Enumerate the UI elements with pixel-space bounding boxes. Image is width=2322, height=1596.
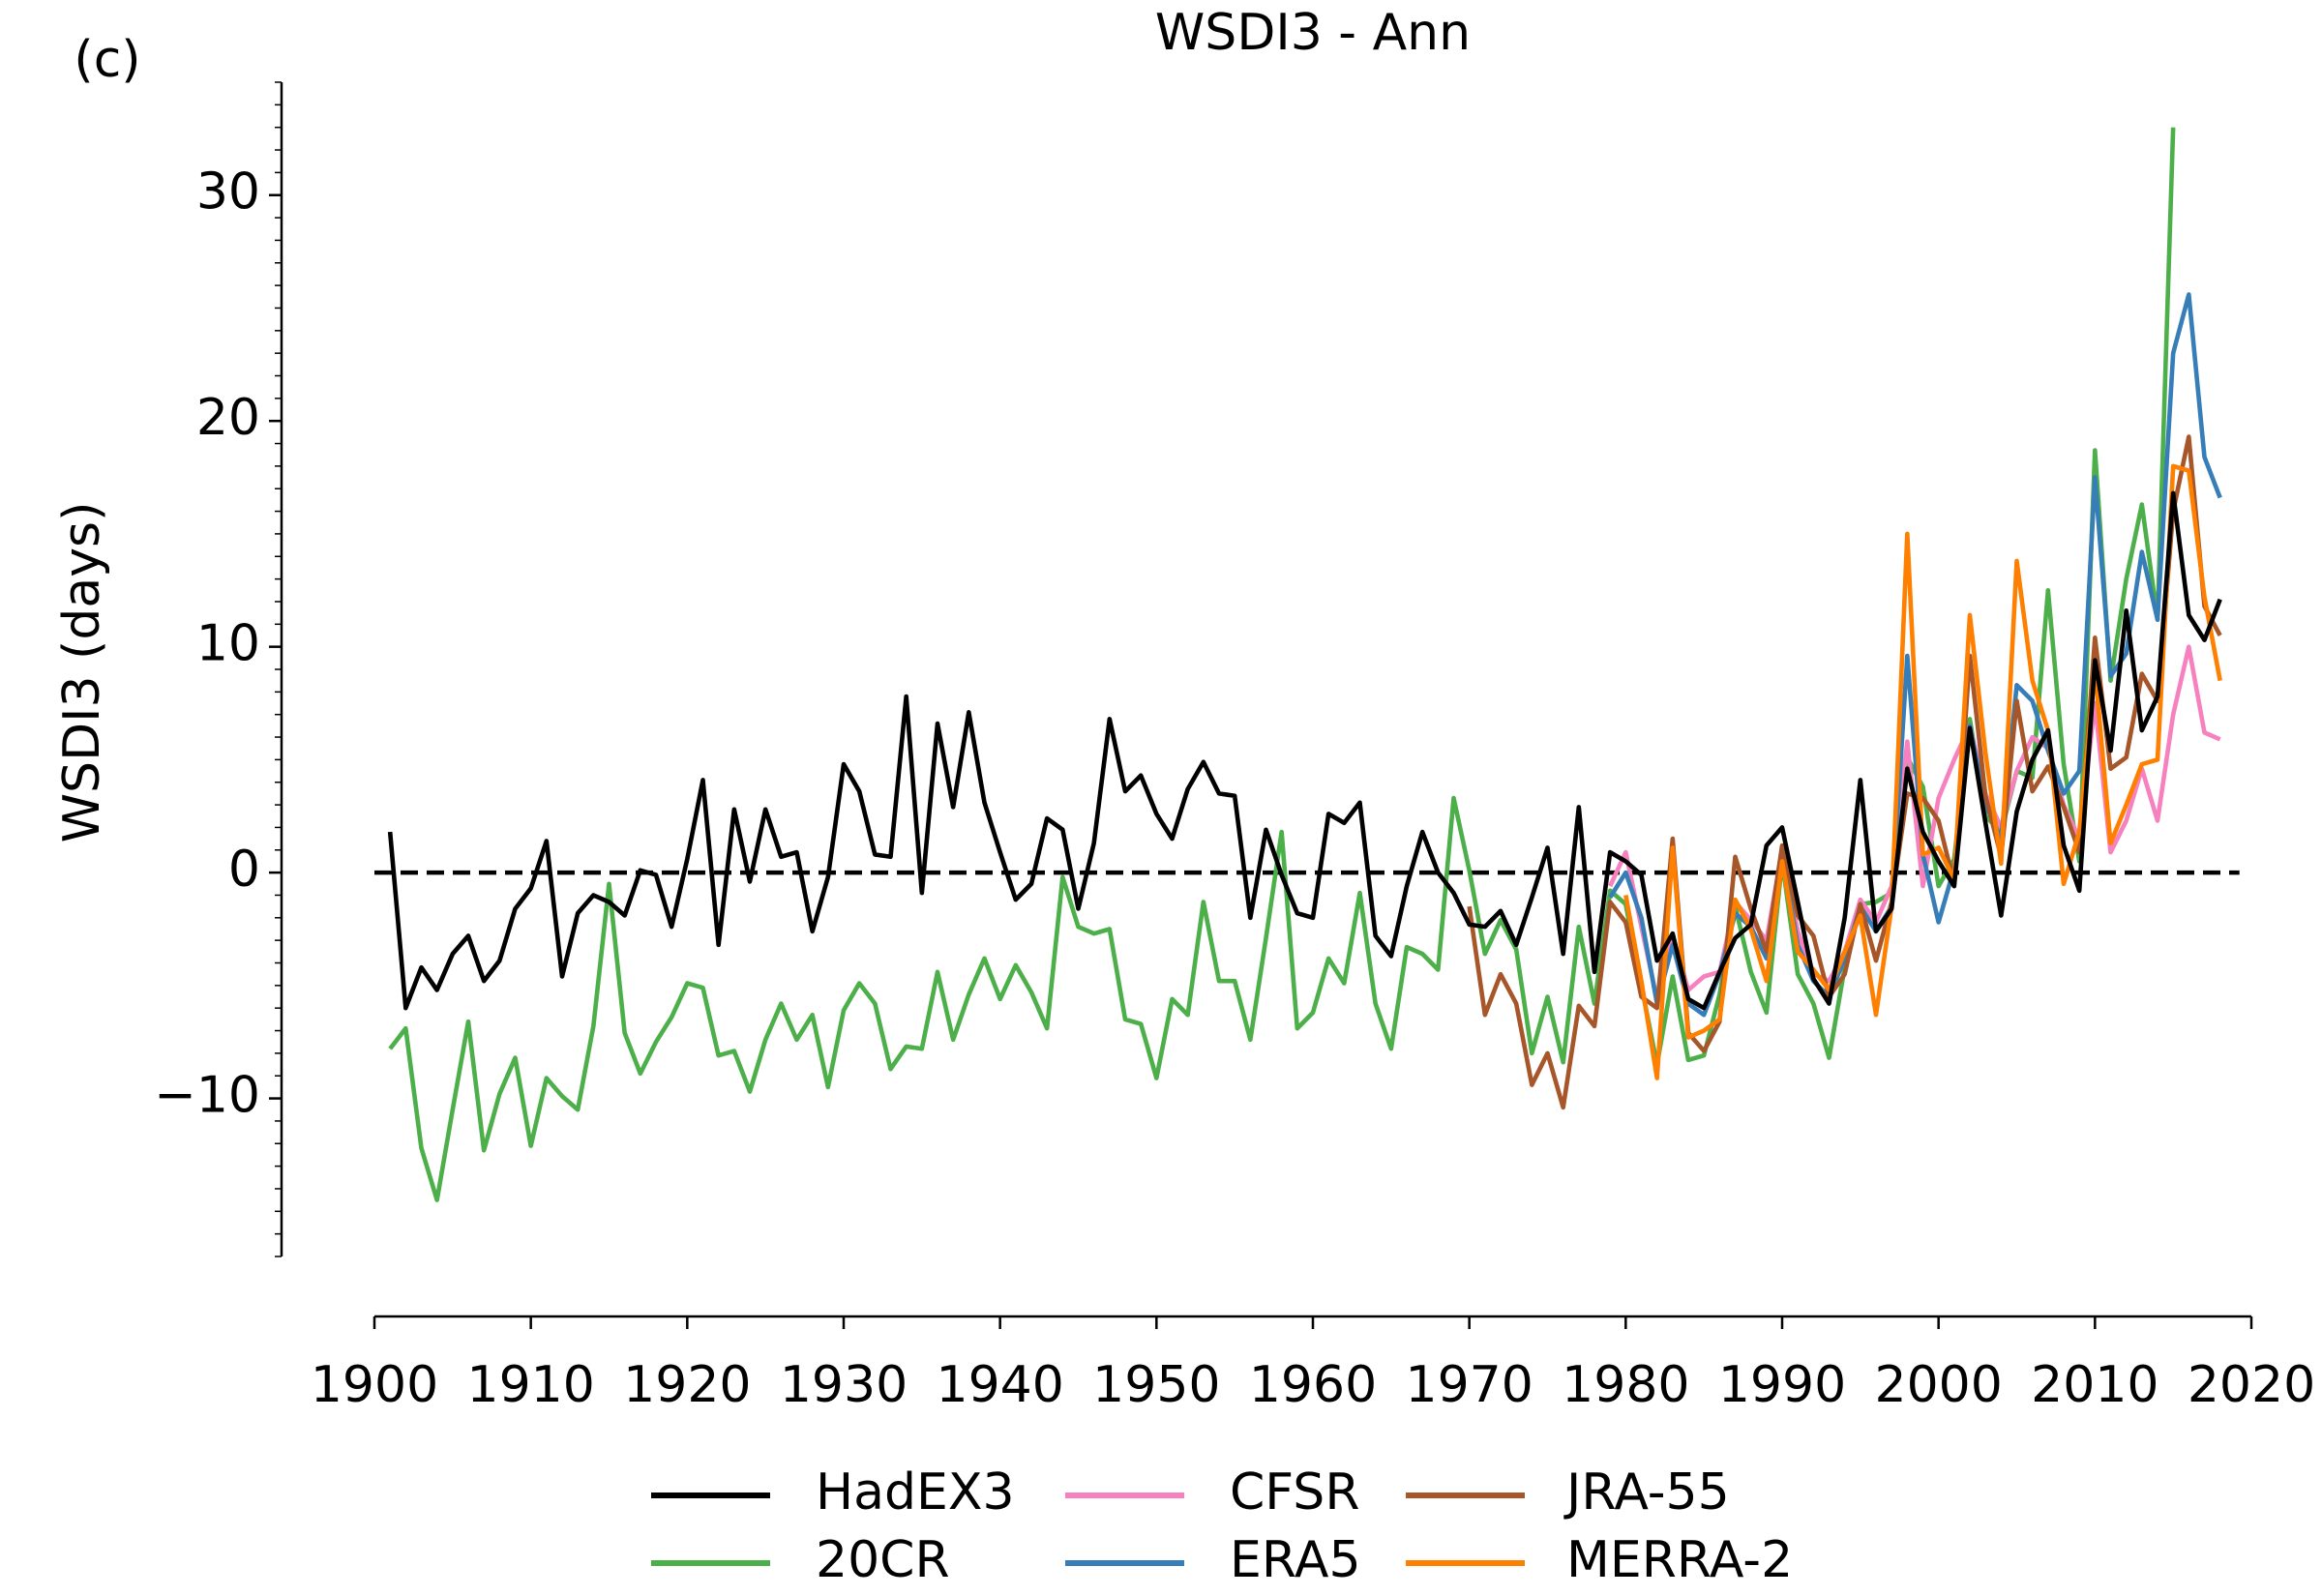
y-tick-label: 30	[196, 163, 260, 222]
x-tick-label: 1910	[466, 1356, 594, 1414]
panel-label: (c)	[74, 31, 140, 89]
x-tick-label: 1920	[623, 1356, 751, 1414]
legend-label: HadEX3	[816, 1463, 1015, 1522]
y-axis-label: WSDI3 (days)	[53, 502, 111, 843]
x-tick-label: 1980	[1562, 1356, 1689, 1414]
x-tick-label: 1940	[936, 1356, 1063, 1414]
legend-label: JRA-55	[1563, 1463, 1730, 1522]
legend-label: MERRA-2	[1566, 1531, 1793, 1589]
legend-label: CFSR	[1230, 1463, 1359, 1522]
y-tick-label: 10	[196, 615, 260, 673]
series-line	[388, 127, 2176, 1202]
y-tick-label: 0	[228, 841, 260, 899]
x-tick-label: 1950	[1092, 1356, 1220, 1414]
x-tick-label: 2010	[2031, 1356, 2158, 1414]
y-tick-label: 20	[196, 389, 260, 447]
x-tick-label: 1900	[311, 1356, 438, 1414]
x-tick-label: 2000	[1874, 1356, 2002, 1414]
legend-label: 20CR	[816, 1531, 950, 1589]
x-tick-label: 1990	[1718, 1356, 1846, 1414]
series-line	[387, 490, 2222, 1011]
x-tick-label: 1930	[780, 1356, 908, 1414]
x-tick-label: 1960	[1249, 1356, 1377, 1414]
x-tick-label: 2020	[2188, 1356, 2315, 1414]
x-tick-label: 1970	[1405, 1356, 1533, 1414]
series-line	[1467, 434, 2222, 1110]
series-line	[1608, 644, 2221, 1002]
y-tick-label: −10	[154, 1067, 260, 1125]
chart-title: WSDI3 - Ann	[1155, 4, 1471, 62]
legend-label: ERA5	[1230, 1531, 1361, 1589]
series-line	[1623, 463, 2222, 1080]
